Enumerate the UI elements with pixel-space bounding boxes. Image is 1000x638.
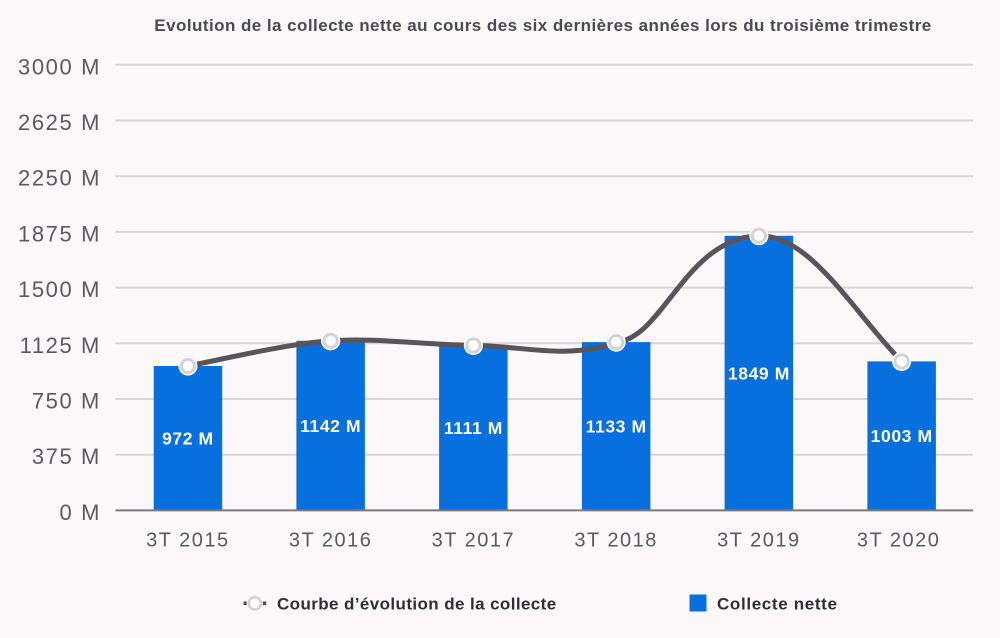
svg-text:1003 M: 1003 M	[871, 426, 933, 446]
svg-text:750 M: 750 M	[32, 389, 101, 414]
svg-text:2625 M: 2625 M	[18, 110, 101, 135]
svg-text:1142 M: 1142 M	[300, 416, 361, 436]
svg-text:3T 2020: 3T 2020	[857, 529, 941, 551]
svg-text:972 M: 972 M	[162, 429, 214, 449]
svg-text:Courbe d’évolution de la colle: Courbe d’évolution de la collecte	[277, 595, 557, 614]
svg-text:3T 2018: 3T 2018	[574, 529, 658, 551]
svg-text:1849 M: 1849 M	[728, 363, 790, 383]
svg-text:1875 M: 1875 M	[18, 221, 101, 246]
svg-text:3000 M: 3000 M	[18, 54, 101, 79]
svg-text:1125 M: 1125 M	[20, 333, 101, 358]
svg-text:3T 2015: 3T 2015	[146, 529, 230, 551]
svg-text:1111 M: 1111 M	[444, 418, 503, 438]
svg-text:1500 M: 1500 M	[18, 277, 101, 302]
svg-text:0 M: 0 M	[60, 500, 101, 525]
svg-text:1133 M: 1133 M	[586, 417, 647, 437]
svg-text:3T 2016: 3T 2016	[289, 529, 373, 551]
svg-text:2250 M: 2250 M	[18, 166, 101, 191]
svg-text:375 M: 375 M	[32, 444, 101, 469]
svg-text:Collecte nette: Collecte nette	[717, 595, 838, 614]
svg-text:3T 2017: 3T 2017	[432, 529, 516, 551]
svg-text:3T 2019: 3T 2019	[717, 529, 801, 551]
svg-text:Evolution de la collecte nette: Evolution de la collecte nette au cours …	[154, 16, 931, 35]
